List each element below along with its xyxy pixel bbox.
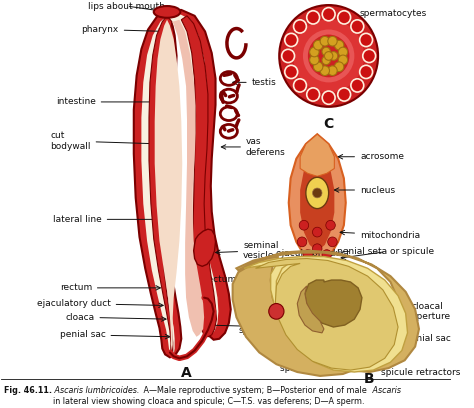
Circle shape: [303, 250, 312, 259]
Text: Fig. 46.11.: Fig. 46.11.: [4, 386, 53, 395]
Text: C: C: [324, 117, 334, 131]
Circle shape: [360, 33, 373, 47]
Polygon shape: [134, 10, 231, 357]
Circle shape: [307, 88, 319, 101]
Circle shape: [310, 55, 319, 65]
Circle shape: [335, 40, 344, 50]
Polygon shape: [244, 257, 408, 372]
Text: testis: testis: [233, 78, 276, 87]
Text: rectal
sphincter: rectal sphincter: [238, 315, 281, 335]
Circle shape: [338, 88, 351, 101]
Circle shape: [312, 227, 322, 237]
Text: A—Male reproductive system; B—Posterior end of male: A—Male reproductive system; B—Posterior …: [141, 386, 367, 395]
Text: ejaculatory duct: ejaculatory duct: [276, 249, 350, 265]
Text: nucleus: nucleus: [335, 186, 395, 195]
Polygon shape: [289, 134, 346, 262]
Circle shape: [351, 79, 364, 92]
Text: lateral line: lateral line: [53, 215, 160, 224]
Polygon shape: [255, 259, 398, 370]
Circle shape: [293, 19, 364, 93]
Text: cloacal
aperture: cloacal aperture: [404, 302, 450, 321]
Polygon shape: [300, 149, 334, 252]
Circle shape: [308, 35, 349, 77]
Text: lips about mouth: lips about mouth: [88, 2, 165, 13]
Text: penial spicule: penial spicule: [210, 322, 309, 332]
Polygon shape: [297, 286, 324, 333]
Ellipse shape: [306, 177, 328, 208]
Circle shape: [279, 5, 378, 107]
Text: acrosome: acrosome: [338, 152, 404, 161]
Circle shape: [338, 47, 347, 57]
Circle shape: [363, 49, 375, 62]
Circle shape: [338, 55, 347, 65]
Circle shape: [310, 47, 319, 57]
Circle shape: [360, 65, 373, 78]
Text: cloaca: cloaca: [65, 313, 166, 322]
Polygon shape: [233, 251, 419, 376]
Polygon shape: [305, 280, 362, 327]
Circle shape: [324, 52, 333, 60]
Text: A: A: [181, 366, 191, 380]
Circle shape: [338, 11, 351, 24]
Text: penial seta or spicule: penial seta or spicule: [337, 247, 434, 259]
Text: vas
deferens: vas deferens: [221, 137, 286, 157]
Circle shape: [299, 220, 309, 230]
Text: rectum: rectum: [204, 275, 249, 284]
Text: D: D: [300, 268, 311, 282]
Circle shape: [285, 65, 298, 78]
Circle shape: [312, 188, 322, 198]
Polygon shape: [173, 20, 204, 337]
Circle shape: [322, 47, 330, 56]
Text: intestine: intestine: [56, 98, 158, 106]
Circle shape: [328, 66, 337, 75]
Text: Ascaris: Ascaris: [370, 386, 401, 395]
Polygon shape: [149, 16, 173, 356]
Circle shape: [269, 304, 284, 319]
Text: rectum: rectum: [60, 284, 160, 293]
Circle shape: [322, 250, 331, 259]
Text: mitochondria: mitochondria: [340, 231, 420, 239]
Circle shape: [313, 40, 323, 50]
Circle shape: [328, 237, 337, 247]
Text: spermatocytes: spermatocytes: [354, 9, 427, 24]
Circle shape: [282, 49, 294, 62]
Text: in lateral view showing cloaca and spicule; C—T.S. vas deferens; D—A sperm.: in lateral view showing cloaca and spicu…: [53, 397, 365, 406]
Text: B: B: [364, 372, 375, 386]
Polygon shape: [300, 134, 334, 176]
Circle shape: [322, 56, 330, 65]
Circle shape: [322, 91, 335, 104]
Circle shape: [297, 237, 307, 247]
Circle shape: [320, 66, 329, 75]
Circle shape: [328, 36, 337, 46]
Ellipse shape: [154, 6, 181, 18]
Circle shape: [326, 220, 335, 230]
Polygon shape: [194, 229, 216, 266]
Circle shape: [307, 11, 319, 24]
Polygon shape: [182, 16, 217, 337]
Text: cloaca: cloaca: [345, 284, 389, 293]
Text: pharynx: pharynx: [82, 25, 163, 34]
Circle shape: [313, 62, 323, 71]
Circle shape: [335, 62, 344, 71]
Circle shape: [329, 52, 338, 60]
Text: penial sac: penial sac: [389, 334, 451, 343]
Circle shape: [303, 29, 355, 82]
Text: Ascaris lumbricoides.: Ascaris lumbricoides.: [52, 386, 139, 395]
Text: ejaculatory duct: ejaculatory duct: [37, 299, 163, 308]
Circle shape: [320, 36, 329, 46]
Circle shape: [293, 20, 306, 33]
Text: penial sac: penial sac: [60, 330, 170, 339]
Text: spicule retractors: spicule retractors: [375, 361, 460, 377]
Circle shape: [293, 79, 306, 92]
Polygon shape: [155, 20, 182, 350]
Text: seminal
vesicle: seminal vesicle: [216, 241, 279, 260]
Text: cut
bodywall: cut bodywall: [50, 131, 160, 151]
Polygon shape: [141, 14, 219, 356]
Circle shape: [312, 244, 322, 254]
Circle shape: [285, 33, 298, 47]
Text: spicule protractors: spicule protractors: [280, 359, 365, 373]
Circle shape: [322, 8, 335, 21]
Circle shape: [351, 20, 364, 33]
